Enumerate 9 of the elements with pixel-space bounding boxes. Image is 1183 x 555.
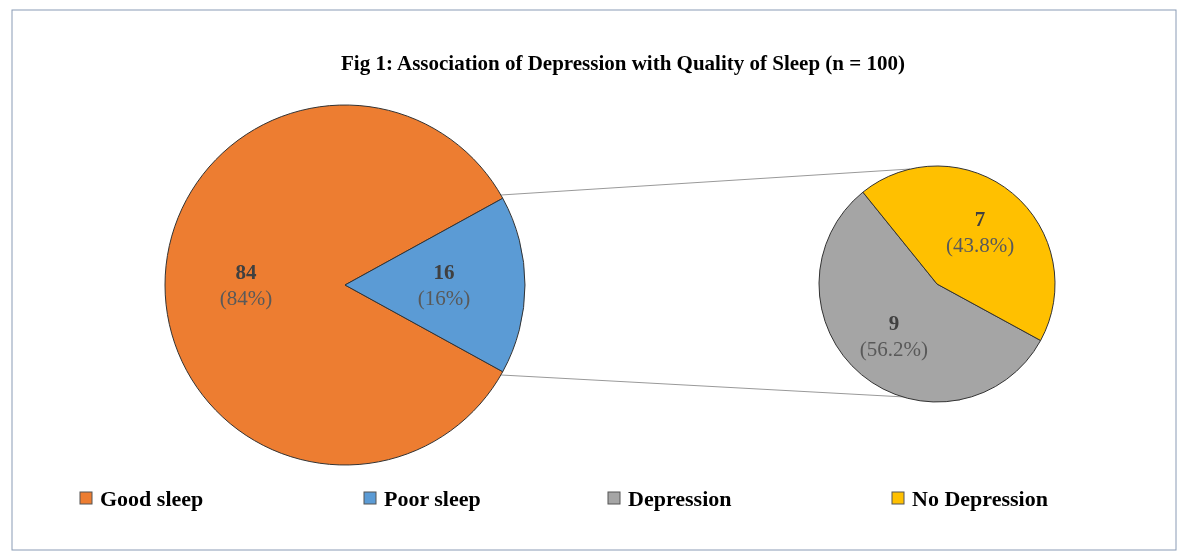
- data-label: 16 (16%): [417, 260, 471, 310]
- data-label: 7 (43.8%): [945, 207, 1015, 258]
- legend-label: Poor sleep: [384, 486, 481, 511]
- data-label: 84 (84%): [219, 260, 273, 310]
- legend-label: Good sleep: [100, 486, 204, 511]
- data-label: 9 (56.2%): [859, 310, 929, 361]
- legend-label: No Depression: [912, 486, 1048, 511]
- legend-label: Depression: [628, 486, 732, 511]
- text: Fig 1: Association of Depression with Quality of Sleep (n = 100): [340, 51, 906, 75]
